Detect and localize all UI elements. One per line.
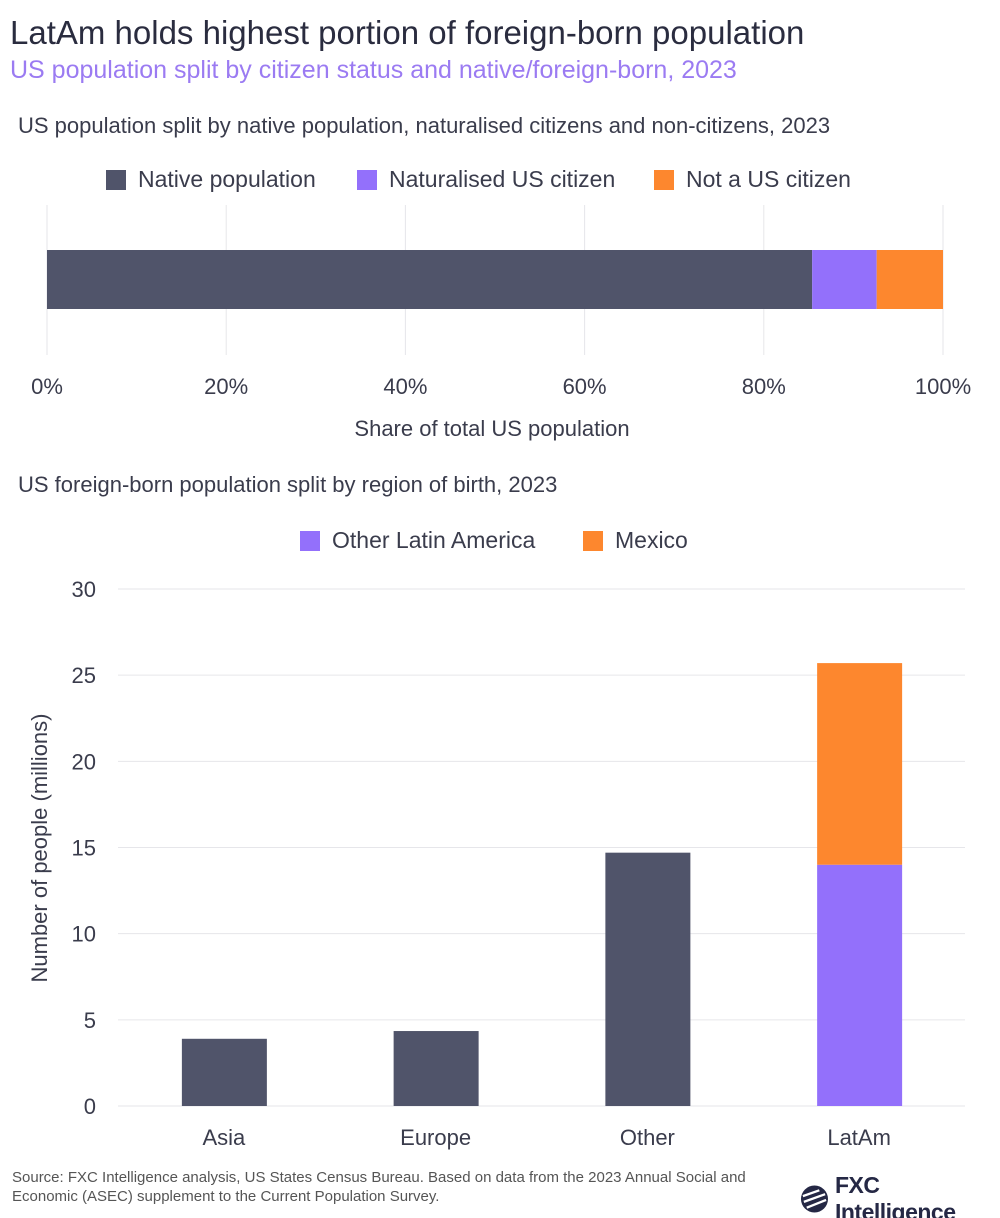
bottom-chart-title: US foreign-born population split by regi…: [18, 472, 558, 497]
y-tick-label: 30: [72, 577, 96, 602]
bar: [817, 864, 903, 1106]
legend-label: Mexico: [615, 527, 688, 553]
fxc-logo: FXC Intelligence: [800, 1172, 1000, 1218]
x-tick-label: 0%: [31, 374, 63, 399]
y-tick-label: 5: [84, 1008, 96, 1033]
legend-noncitizen: Not a US citizen: [654, 166, 851, 193]
legend-mexico: Mexico: [583, 527, 688, 554]
x-tick-label: Europe: [400, 1125, 471, 1150]
legend-swatch: [654, 169, 674, 190]
legend-other-latam: Other Latin America: [300, 527, 535, 554]
top-chart-title: US population split by native population…: [18, 113, 831, 138]
legend-label: Other Latin America: [332, 527, 536, 553]
x-tick-label: LatAm: [827, 1125, 891, 1150]
x-tick-label: 20%: [204, 374, 248, 399]
legend-swatch: [300, 530, 320, 551]
x-tick-label: 60%: [563, 374, 607, 399]
globe-logo-icon: [800, 1185, 829, 1213]
bar-segment: [812, 250, 877, 309]
legend-label: Native population: [138, 166, 316, 192]
legend-naturalised: Naturalised US citizen: [357, 166, 615, 193]
y-tick-label: 25: [72, 663, 96, 688]
source-note: Source: FXC Intelligence analysis, US St…: [12, 1169, 746, 1205]
x-tick-label: Other: [620, 1125, 675, 1150]
bar-segment: [876, 250, 943, 309]
bar-segment: [47, 250, 813, 309]
legend-label: Not a US citizen: [686, 166, 851, 192]
x-tick-label: Asia: [202, 1125, 246, 1150]
legend-native: Native population: [106, 166, 316, 193]
legend-swatch: [106, 169, 126, 190]
bar: [605, 852, 691, 1106]
chart-title: LatAm holds highest portion of foreign-b…: [10, 14, 805, 51]
x-tick-label: 80%: [742, 374, 786, 399]
y-tick-label: 15: [72, 836, 96, 861]
y-tick-label: 0: [84, 1094, 96, 1119]
legend-swatch: [357, 169, 377, 190]
x-tick-label: 40%: [383, 374, 427, 399]
chart-subtitle: US population split by citizen status an…: [10, 56, 737, 84]
x-axis-label: Share of total US population: [354, 416, 629, 441]
y-axis-label: Number of people (millions): [27, 714, 52, 983]
bar: [181, 1038, 267, 1106]
y-tick-label: 10: [72, 922, 96, 947]
bar: [817, 663, 903, 865]
bar: [393, 1031, 479, 1106]
x-tick-label: 100%: [915, 374, 971, 399]
legend-label: Naturalised US citizen: [389, 166, 616, 192]
legend-swatch: [583, 530, 603, 551]
y-tick-label: 20: [72, 749, 96, 774]
